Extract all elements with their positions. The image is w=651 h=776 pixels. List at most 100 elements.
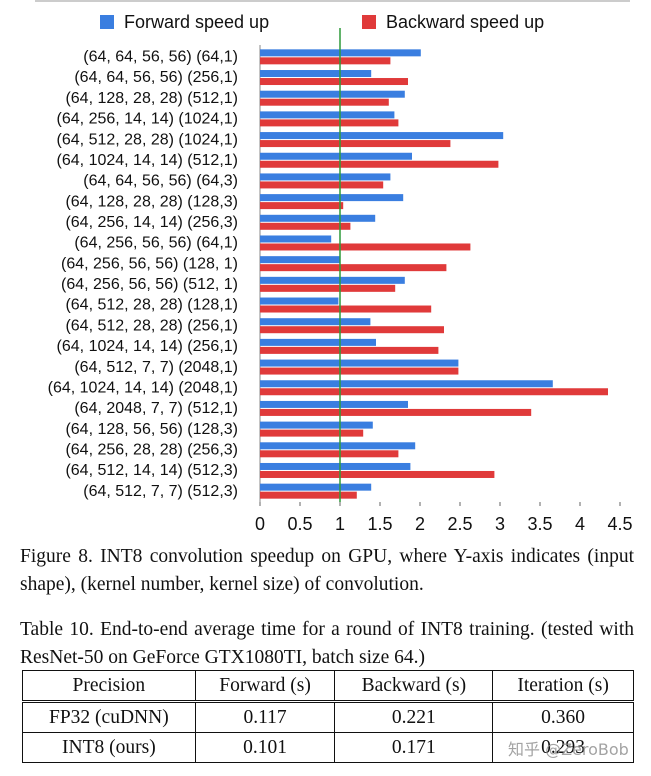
bar xyxy=(260,338,376,346)
bar xyxy=(260,140,451,148)
bar xyxy=(260,235,332,243)
bar xyxy=(260,70,372,78)
y-tick-label: (64, 64, 56, 56) (256,1) xyxy=(74,69,238,86)
chart: Forward speed up Backward speed up 0 0.5 1 1.… xyxy=(35,0,633,534)
y-tick-label: (64, 256, 56, 56) (512, 1) xyxy=(61,276,238,293)
y-tick-label: (64, 256, 56, 56) (128, 1) xyxy=(61,255,238,272)
y-tick-label: (64, 512, 28, 28) (256,1) xyxy=(65,317,238,334)
x-tick-label: 2 xyxy=(415,514,425,534)
bar xyxy=(260,367,459,375)
bar xyxy=(260,160,499,168)
bar xyxy=(260,90,405,98)
table-caption: Table 10. End-to-end average time for a … xyxy=(20,619,634,668)
x-tick-label: 3 xyxy=(495,514,505,534)
y-tick-label: (64, 256, 56, 56) (64,1) xyxy=(74,235,238,252)
y-tick-label: (64, 1024, 14, 14) (2048,1) xyxy=(48,379,238,396)
bar xyxy=(260,297,339,305)
bar xyxy=(260,181,384,189)
y-tick-label: (64, 128, 56, 56) (128,3) xyxy=(65,421,238,438)
legend-label: Forward speed up xyxy=(124,12,269,32)
x-tick-label: 1.5 xyxy=(367,514,392,534)
bar xyxy=(260,429,364,437)
results-table: Precision Forward (s) Backward (s) Itera… xyxy=(22,670,634,763)
header-cell: Forward (s) xyxy=(194,670,336,703)
bar xyxy=(260,78,408,86)
y-tick-label: (64, 512, 28, 28) (128,1) xyxy=(65,297,238,314)
y-tick-label: (64, 512, 7, 7) (2048,1) xyxy=(74,359,238,376)
bar xyxy=(260,152,412,160)
y-tick-label: (64, 256, 14, 14) (1024,1) xyxy=(57,111,238,128)
y-tick-label: (64, 64, 56, 56) (64,3) xyxy=(83,173,238,190)
bar xyxy=(260,305,432,313)
bar xyxy=(260,359,459,367)
x-tick-label: 0 xyxy=(255,514,265,534)
figure-caption: Figure 8. INT8 convolution speedup on GP… xyxy=(20,546,634,595)
y-tick-label: (64, 256, 14, 14) (256,3) xyxy=(65,214,238,231)
bar xyxy=(260,483,372,491)
table-header: Precision Forward (s) Backward (s) Itera… xyxy=(22,670,634,703)
bar xyxy=(260,98,389,106)
x-tick-label: 1 xyxy=(335,514,345,534)
bar xyxy=(260,284,396,292)
y-tick-label: (64, 512, 14, 14) (512,3) xyxy=(65,462,238,479)
bar xyxy=(260,173,391,181)
y-tick-label: (64, 128, 28, 28) (512,1) xyxy=(65,90,238,107)
cell: 0.101 xyxy=(194,732,336,763)
legend-label: Backward speed up xyxy=(386,12,544,32)
bar xyxy=(260,256,340,264)
x-tick-label: 3.5 xyxy=(527,514,552,534)
bar xyxy=(260,380,553,388)
cell: 0.360 xyxy=(492,701,634,733)
y-tick-label: (64, 256, 28, 28) (256,3) xyxy=(65,442,238,459)
y-tick-label: (64, 128, 28, 28) (128,3) xyxy=(65,193,238,210)
legend-swatch xyxy=(362,15,376,29)
bar xyxy=(260,57,391,65)
bar xyxy=(260,346,439,354)
cell: 0.293 xyxy=(492,732,634,763)
x-tick-label: 4.5 xyxy=(607,514,632,534)
cell: FP32 (cuDNN) xyxy=(22,701,196,733)
bar xyxy=(260,462,411,470)
x-tick-label: 4 xyxy=(575,514,585,534)
bar xyxy=(260,491,357,499)
y-tick-label: (64, 64, 56, 56) (64,1) xyxy=(83,49,238,66)
table-row: FP32 (cuDNN) 0.117 0.221 0.360 xyxy=(22,701,634,733)
bar xyxy=(260,264,447,272)
bar xyxy=(260,470,495,478)
bar xyxy=(260,276,405,284)
bar xyxy=(260,132,504,140)
x-tick-label: 0.5 xyxy=(287,514,312,534)
cell: 0.171 xyxy=(334,732,494,763)
bar xyxy=(260,421,373,429)
bar xyxy=(260,214,376,222)
y-tick-label: (64, 512, 28, 28) (1024,1) xyxy=(57,131,238,148)
y-tick-label: (64, 1024, 14, 14) (256,1) xyxy=(57,338,238,355)
bar xyxy=(260,442,416,450)
x-tick-label: 2.5 xyxy=(447,514,472,534)
bar xyxy=(260,450,399,458)
cell: INT8 (ours) xyxy=(22,732,196,763)
bar xyxy=(260,388,608,396)
bar xyxy=(260,202,344,210)
cell: 0.221 xyxy=(334,701,494,733)
bar xyxy=(260,326,444,334)
bar xyxy=(260,119,399,127)
bar xyxy=(260,400,408,408)
header-cell: Precision xyxy=(22,670,196,703)
y-tick-label: (64, 2048, 7, 7) (512,1) xyxy=(74,400,238,417)
header-cell: Backward (s) xyxy=(334,670,494,703)
bar xyxy=(260,222,351,230)
bar xyxy=(260,194,404,202)
cell: 0.117 xyxy=(194,701,336,733)
legend-swatch xyxy=(100,15,114,29)
bar xyxy=(260,243,471,251)
y-tick-label: (64, 1024, 14, 14) (512,1) xyxy=(57,152,238,169)
table-row: INT8 (ours) 0.101 0.171 0.293 xyxy=(22,732,634,763)
watermark: 知乎 @ZeroBob xyxy=(508,740,629,759)
bar xyxy=(260,318,371,326)
bar xyxy=(260,408,532,416)
y-tick-label: (64, 512, 7, 7) (512,3) xyxy=(83,483,238,500)
header-cell: Iteration (s) xyxy=(492,670,634,703)
bar xyxy=(260,111,395,119)
